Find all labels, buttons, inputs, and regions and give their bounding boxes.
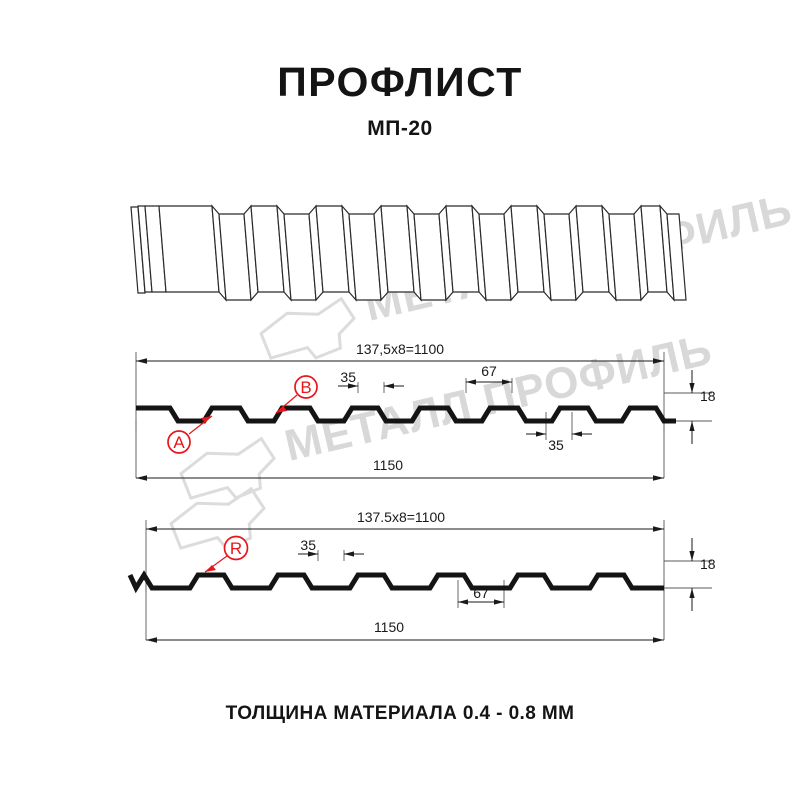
dim-valley-top: 67 bbox=[466, 363, 512, 385]
dim-rib-top-lower: 35 bbox=[526, 431, 592, 453]
page-subtitle: МП-20 bbox=[367, 117, 433, 140]
marker-b-label: B bbox=[300, 378, 311, 397]
watermark-logo-3 bbox=[169, 486, 266, 550]
marker-r-label: R bbox=[230, 539, 242, 558]
dim-label-pitch-top: 137,5x8=1100 bbox=[356, 341, 444, 357]
isometric-view bbox=[130, 204, 687, 302]
dim-rib-top-upper: 35 bbox=[338, 369, 404, 389]
dim-label-rib-top-upper: 35 bbox=[340, 369, 356, 385]
section-top: 137,5x8=1100 35 67 bbox=[135, 341, 716, 481]
dim-rib-bottom: 35 bbox=[298, 537, 364, 557]
dim-label-rib-top-lower: 35 bbox=[548, 437, 564, 453]
dim-label-height-top: 18 bbox=[700, 388, 716, 404]
title-block: ПРОФЛИСТ МП-20 bbox=[0, 59, 800, 140]
section-bottom-profile bbox=[127, 570, 664, 594]
watermark-label-2: МЕТАЛЛ ПРОФИЛЬ bbox=[280, 325, 717, 471]
section-top-profile bbox=[136, 405, 676, 424]
dim-label-total-width-top: 1150 bbox=[373, 457, 403, 473]
section-bottom: 137.5x8=1100 35 67 bbox=[127, 509, 716, 643]
dim-label-total-width-bottom: 1150 bbox=[374, 619, 404, 635]
dim-total-width-bottom: 1150 bbox=[146, 619, 664, 643]
dim-label-pitch-bottom: 137.5x8=1100 bbox=[357, 509, 445, 525]
dim-pitch-bottom: 137.5x8=1100 bbox=[146, 509, 664, 532]
watermark-logo-1 bbox=[259, 296, 356, 360]
material-thickness-note: ТОЛЩИНА МАТЕРИАЛА 0.4 - 0.8 ММ bbox=[225, 703, 575, 724]
dim-height-bottom: 18 bbox=[689, 538, 716, 611]
iso-corrugation bbox=[144, 204, 687, 302]
page-title: ПРОФЛИСТ bbox=[277, 59, 523, 105]
marker-b: B bbox=[275, 375, 318, 414]
marker-a-label: A bbox=[173, 433, 185, 452]
watermark-logo-2 bbox=[179, 436, 276, 500]
dim-total-width-top: 1150 bbox=[136, 457, 664, 481]
marker-a: A bbox=[167, 415, 213, 454]
dim-pitch-top: 137,5x8=1100 bbox=[136, 341, 664, 364]
marker-r: R bbox=[204, 535, 249, 573]
dim-height-top: 18 bbox=[689, 370, 716, 444]
dim-label-height-bottom: 18 bbox=[700, 556, 716, 572]
dim-label-valley-top: 67 bbox=[481, 363, 497, 379]
dim-label-rib-bottom: 35 bbox=[300, 537, 316, 553]
